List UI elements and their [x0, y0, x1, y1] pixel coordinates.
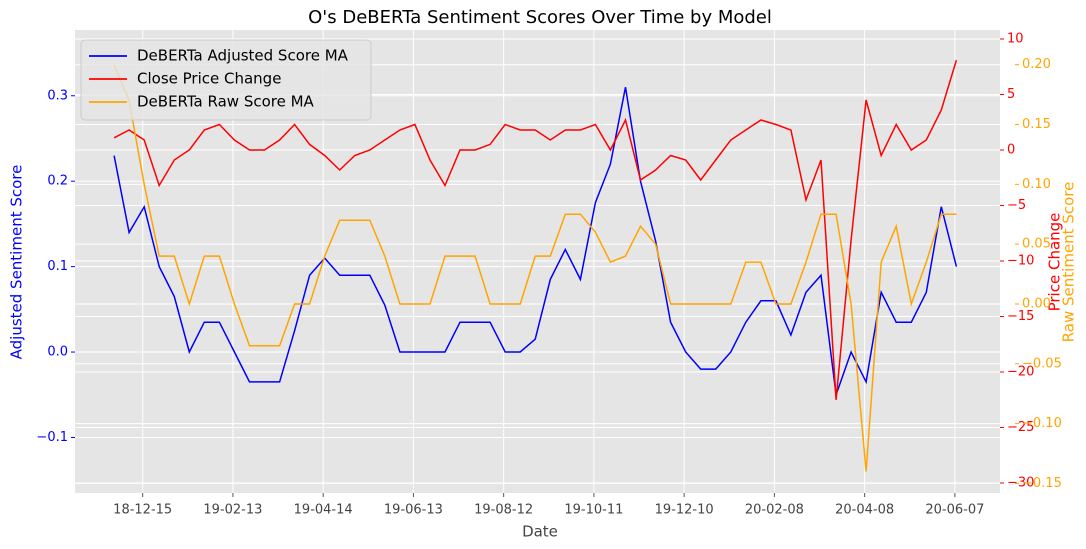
tick-label: 0.0	[47, 345, 68, 360]
x-tick-label: 19-06-13	[384, 503, 443, 518]
tick-label: 5	[1007, 87, 1015, 102]
line	[113, 59, 958, 400]
y-axis-label: Adjusted Sentiment Score	[8, 165, 26, 360]
legend-label: DeBERTa Adjusted Score MA	[137, 47, 349, 65]
x-tick-label: 20-02-08	[745, 503, 804, 518]
tick-label: −0.10	[1022, 416, 1062, 431]
tick-label: −15	[1007, 309, 1034, 324]
y2-axis-label: Price Change	[1046, 213, 1064, 312]
tick-label: −0.05	[1022, 356, 1062, 371]
tick-label: 0.1	[47, 259, 68, 274]
x-tick-label: 19-02-13	[203, 503, 262, 518]
tick-label: −25	[1007, 420, 1034, 435]
legend-label: DeBERTa Raw Score MA	[137, 93, 315, 111]
grid	[75, 30, 1000, 493]
tick-label: 10	[1007, 31, 1024, 46]
tick-label: 0.10	[1022, 177, 1051, 192]
legend-label: Close Price Change	[137, 70, 281, 88]
line	[113, 64, 957, 472]
tick-label: 0.2	[47, 174, 68, 189]
tick-label: 0	[1007, 142, 1015, 157]
tick-label: 0.20	[1022, 57, 1051, 72]
tick-label: 0.15	[1022, 117, 1051, 132]
x-axis-label: Date	[522, 523, 558, 541]
tick-label: −0.1	[36, 430, 68, 445]
tick-label: −20	[1007, 365, 1034, 380]
y3-axis-label: Raw Sentiment Score	[1060, 182, 1078, 343]
tick-label: −30	[1007, 476, 1034, 491]
x-tick-label: 19-12-10	[655, 503, 714, 518]
line	[113, 87, 958, 396]
tick-label: 0.05	[1022, 237, 1051, 252]
chart-title: O's DeBERTa Sentiment Scores Over Time b…	[308, 7, 772, 28]
x-tick-label: 19-10-11	[564, 503, 623, 518]
x-tick-label: 20-04-08	[835, 503, 894, 518]
legend-box	[80, 39, 372, 121]
tick-label: −10	[1007, 254, 1034, 269]
tick-label: −0.15	[1022, 476, 1062, 491]
tick-label: −5	[1007, 198, 1026, 213]
x-tick-label: 18-12-15	[113, 503, 172, 518]
tick-label: 0.00	[1022, 296, 1051, 311]
x-tick-label: 20-06-07	[925, 503, 984, 518]
tick-label: 0.3	[47, 88, 68, 103]
x-tick-label: 19-04-14	[294, 503, 353, 518]
x-tick-label: 19-08-12	[474, 503, 533, 518]
